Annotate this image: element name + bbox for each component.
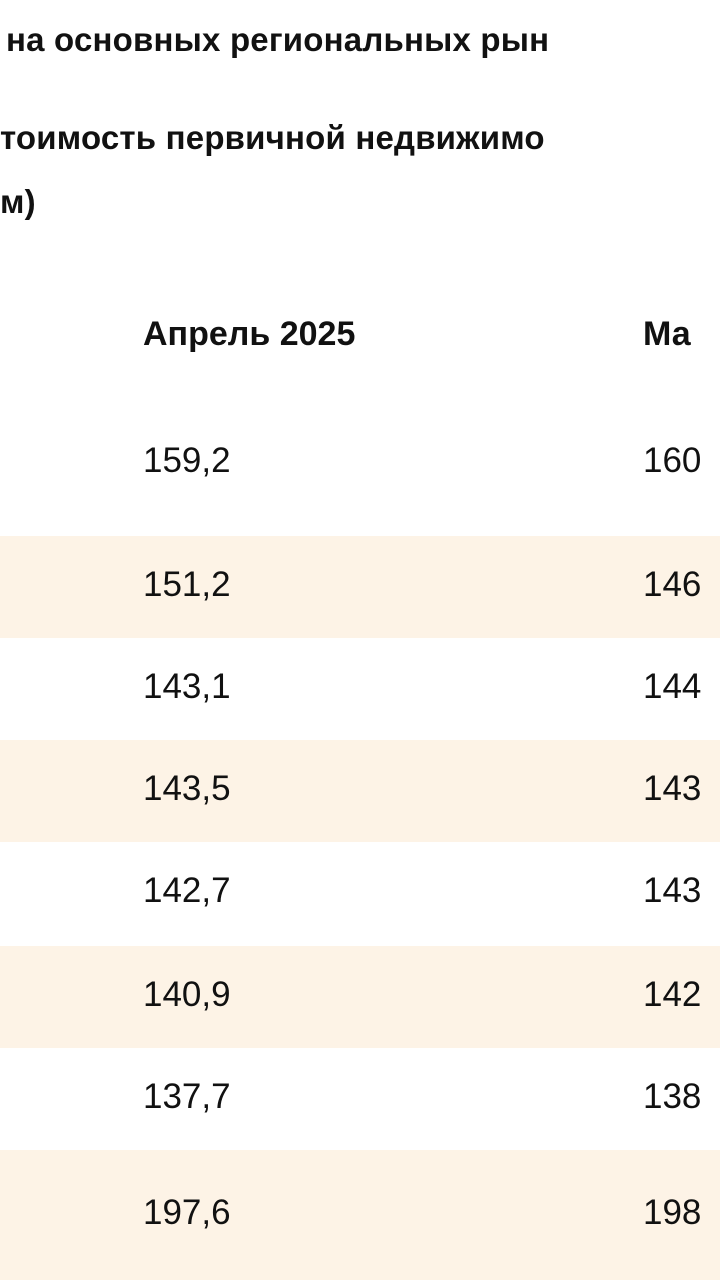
cell-april: 143,5 bbox=[143, 769, 231, 808]
cell-may: 144 bbox=[643, 667, 702, 706]
cell-april: 137,7 bbox=[143, 1077, 231, 1116]
cell-april: 197,6 bbox=[143, 1193, 231, 1232]
heading-line-3: м) bbox=[0, 183, 36, 220]
heading-line-1: на основных региональных рын bbox=[6, 21, 550, 58]
cell-may: 143 bbox=[643, 769, 702, 808]
cell-april: 151,2 bbox=[143, 565, 231, 604]
table-row: 140,9 142 bbox=[0, 946, 720, 1048]
table-header: Апрель 2025 Ма bbox=[0, 310, 720, 360]
table-row: 151,2 146 bbox=[0, 536, 720, 638]
cell-may: 146 bbox=[643, 565, 702, 604]
cell-may: 142 bbox=[643, 975, 702, 1014]
table-row: 159,2 160 bbox=[0, 412, 720, 514]
cell-april: 143,1 bbox=[143, 667, 231, 706]
cell-may: 138 bbox=[643, 1077, 702, 1116]
column-header-may: Ма bbox=[643, 315, 691, 353]
table-row: 143,1 144 bbox=[0, 638, 720, 740]
table-row: 197,6 198 bbox=[0, 1150, 720, 1280]
heading-line-2: тоимость первичной недвижимо bbox=[0, 119, 545, 156]
table-row: 137,7 138 bbox=[0, 1048, 720, 1150]
column-header-april-2025: Апрель 2025 bbox=[143, 315, 356, 353]
cell-may: 198 bbox=[643, 1193, 702, 1232]
table-row: 143,5 143 bbox=[0, 740, 720, 842]
cell-april: 140,9 bbox=[143, 975, 231, 1014]
cell-april: 142,7 bbox=[143, 871, 231, 910]
table-row: 142,7 143 bbox=[0, 842, 720, 944]
cell-may: 143 bbox=[643, 871, 702, 910]
cell-may: 160 bbox=[643, 441, 702, 480]
cell-april: 159,2 bbox=[143, 441, 231, 480]
